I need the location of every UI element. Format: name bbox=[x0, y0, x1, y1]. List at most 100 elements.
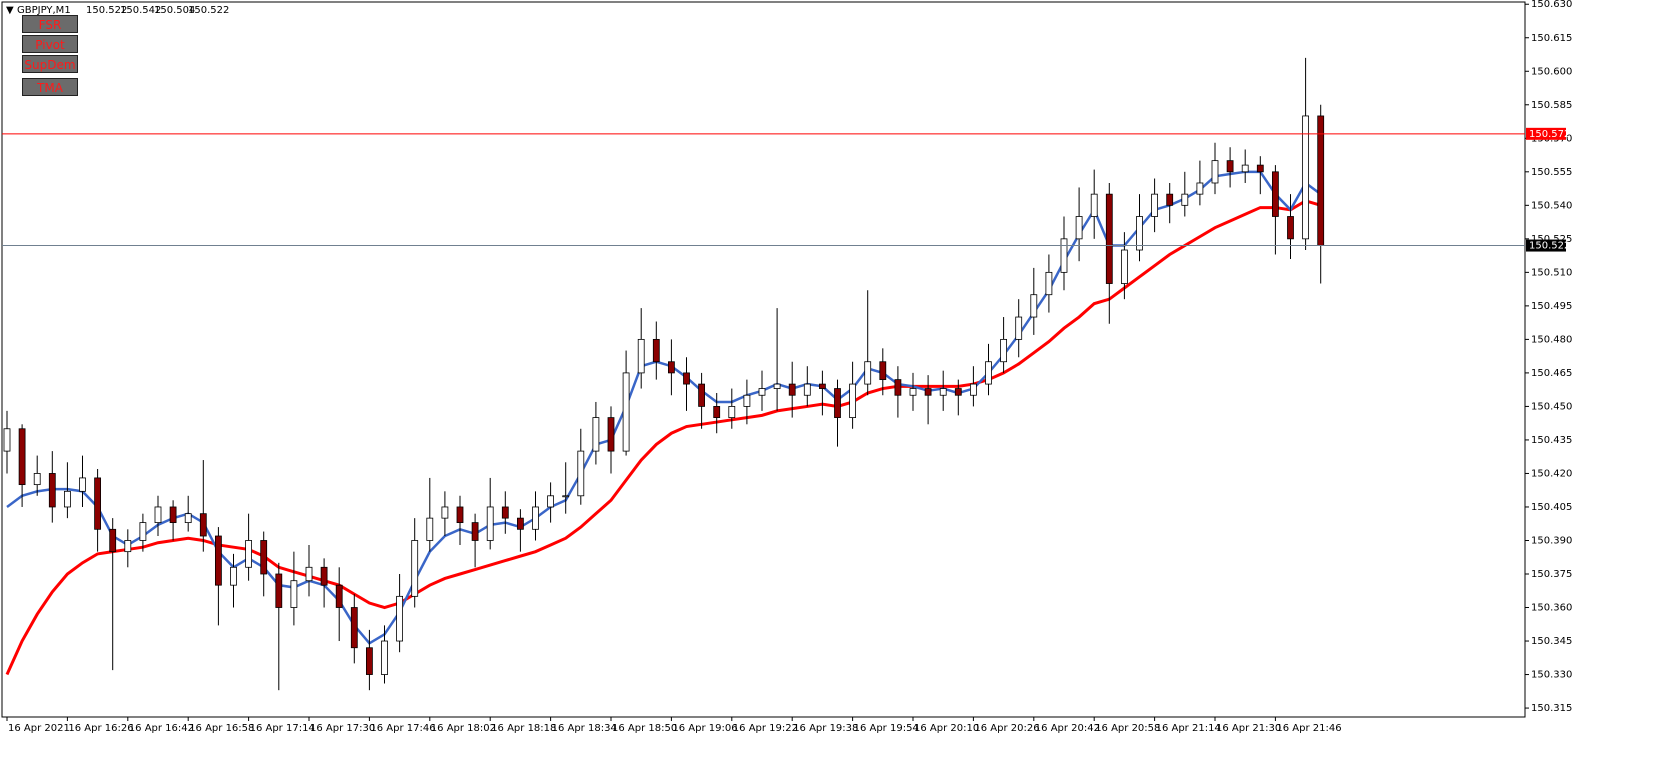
candle-body bbox=[1181, 193, 1189, 206]
y-tick-label: 150.600 bbox=[1531, 66, 1572, 77]
price-label-bg bbox=[1526, 127, 1566, 140]
y-tick-label: 150.540 bbox=[1531, 200, 1572, 211]
y-tick-label: 150.345 bbox=[1531, 636, 1572, 647]
candle-body bbox=[517, 517, 524, 530]
candle-body bbox=[214, 535, 222, 586]
y-tick-label: 150.585 bbox=[1531, 100, 1572, 111]
plot-frame bbox=[1, 1, 1526, 718]
x-tick-label: 16 Apr 16:26 bbox=[68, 723, 133, 734]
candle-body bbox=[970, 383, 977, 396]
x-tick-label: 16 Apr 18:34 bbox=[552, 723, 617, 734]
candle-body bbox=[154, 506, 162, 524]
price-label: 150.572 bbox=[1529, 129, 1570, 140]
candle-body bbox=[1302, 115, 1309, 240]
candle-body bbox=[260, 540, 268, 575]
candle-body bbox=[1075, 216, 1083, 240]
candle-body bbox=[1226, 160, 1234, 173]
x-tick-label: 16 Apr 21:30 bbox=[1216, 723, 1281, 734]
button[interactable]: TMA bbox=[22, 78, 78, 96]
candle-body bbox=[320, 566, 328, 586]
candle-body bbox=[1272, 171, 1279, 217]
x-tick-label: 16 Apr 20:10 bbox=[914, 723, 979, 734]
price-label-bg bbox=[1526, 239, 1566, 252]
candle-body bbox=[954, 388, 962, 396]
x-tick-label: 16 Apr 17:14 bbox=[250, 723, 315, 734]
candle-body bbox=[471, 522, 479, 541]
y-tick-label: 150.480 bbox=[1531, 334, 1572, 345]
candle-body bbox=[713, 406, 721, 418]
candle-body bbox=[79, 477, 86, 492]
candle-body bbox=[1166, 193, 1174, 206]
candle-body bbox=[1287, 216, 1294, 240]
candle-body bbox=[275, 573, 283, 608]
symbol: ▼ bbox=[6, 5, 14, 16]
candle-body bbox=[1151, 193, 1158, 217]
symbol: GBPJPY,M1 bbox=[17, 5, 71, 16]
candle-body bbox=[728, 406, 736, 418]
candle-body bbox=[33, 473, 41, 486]
x-tick-label: 16 Apr 21:46 bbox=[1276, 723, 1341, 734]
y-tick-label: 150.510 bbox=[1531, 267, 1572, 278]
candle-body bbox=[1317, 115, 1325, 246]
candle-body bbox=[607, 417, 615, 452]
price-label: 150.522 bbox=[1529, 241, 1570, 252]
candle-body bbox=[622, 372, 630, 452]
candle-body bbox=[64, 490, 71, 508]
candle-body bbox=[381, 640, 388, 675]
candle-body bbox=[1256, 164, 1264, 173]
candle-body bbox=[577, 450, 585, 497]
x-tick-label: 16 Apr 20:42 bbox=[1035, 723, 1100, 734]
ohlc-high: 150.542 bbox=[120, 5, 161, 16]
candle-body bbox=[924, 388, 932, 396]
candle-body bbox=[909, 388, 917, 396]
candle-body bbox=[849, 383, 856, 418]
candle-body bbox=[1196, 182, 1204, 195]
candle-body bbox=[1241, 164, 1249, 173]
candle-body bbox=[985, 361, 992, 385]
ohlc-close: 150.522 bbox=[188, 5, 229, 16]
candle-body bbox=[1060, 238, 1068, 273]
candle-body bbox=[668, 361, 675, 374]
moving-average bbox=[5, 199, 1322, 676]
candle-body bbox=[94, 477, 101, 530]
candle-body bbox=[184, 513, 192, 524]
y-tick-label: 150.465 bbox=[1531, 368, 1572, 379]
candle-body bbox=[48, 473, 56, 508]
candle-body bbox=[456, 506, 464, 524]
x-tick-label: 16 Apr 20:26 bbox=[974, 723, 1039, 734]
button[interactable]: FSR bbox=[22, 15, 78, 33]
candle-body bbox=[1045, 271, 1053, 296]
candle-body bbox=[562, 495, 570, 498]
candle-body bbox=[139, 522, 147, 541]
candle-body bbox=[335, 584, 343, 608]
x-tick-label: 16 Apr 20:58 bbox=[1095, 723, 1160, 734]
ohlc-low: 150.504 bbox=[154, 5, 195, 16]
y-tick-label: 150.555 bbox=[1531, 167, 1572, 178]
button[interactable]: SupDem bbox=[22, 55, 78, 73]
y-tick-label: 150.420 bbox=[1531, 468, 1572, 479]
x-tick-label: 16 Apr 18:18 bbox=[491, 723, 556, 734]
candle-body bbox=[441, 506, 449, 519]
candle-body bbox=[501, 506, 509, 519]
candle-body bbox=[803, 383, 811, 396]
candle-body bbox=[788, 383, 796, 396]
x-tick-label: 16 Apr 19:22 bbox=[733, 723, 798, 734]
candle-body bbox=[698, 383, 705, 407]
button[interactable]: Pivot bbox=[22, 35, 78, 53]
candle-body bbox=[834, 388, 841, 418]
candle-body bbox=[109, 528, 117, 553]
candle-body bbox=[894, 379, 902, 396]
y-tick-label: 150.450 bbox=[1531, 401, 1572, 412]
x-tick-label: 16 Apr 16:42 bbox=[129, 723, 194, 734]
y-tick-label: 150.630 bbox=[1531, 0, 1572, 10]
candle-body bbox=[773, 383, 781, 389]
candle-body bbox=[365, 647, 373, 675]
candle-body bbox=[592, 417, 600, 452]
candle-body bbox=[637, 338, 645, 374]
y-tick-label: 150.495 bbox=[1531, 301, 1572, 312]
x-tick-label: 16 Apr 17:30 bbox=[310, 723, 375, 734]
candle-body bbox=[1211, 160, 1219, 184]
ohlc-open: 150.522 bbox=[86, 5, 127, 16]
